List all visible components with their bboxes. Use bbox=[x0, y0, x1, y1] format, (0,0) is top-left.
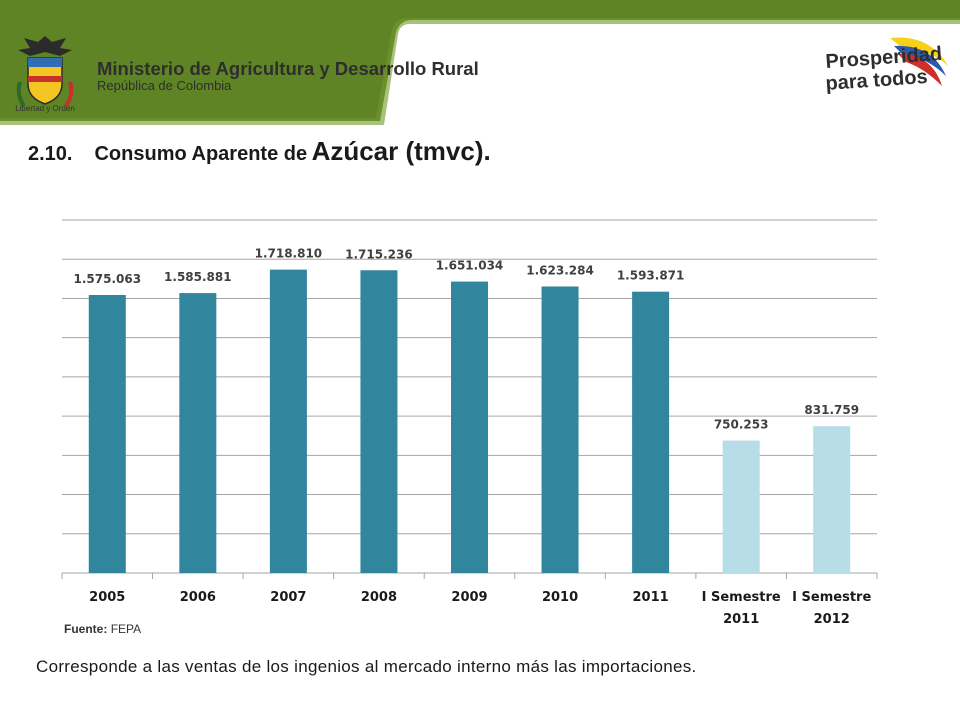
x-tick-label: 2007 bbox=[270, 590, 306, 605]
footnote: Corresponde a las ventas de los ingenios… bbox=[36, 657, 697, 676]
x-tick-label: I Semestre bbox=[702, 590, 781, 605]
data-label: 1.575.063 bbox=[73, 272, 141, 286]
bar-i-semestre-2012 bbox=[813, 426, 851, 573]
title-lead: Consumo Aparente de bbox=[94, 143, 308, 165]
bar-2009 bbox=[451, 281, 488, 573]
data-label: 1.623.284 bbox=[526, 263, 594, 277]
ministry-subtitle: República de Colombia bbox=[97, 78, 232, 93]
ministry-title: Ministerio de Agricultura y Desarrollo R… bbox=[97, 58, 479, 79]
x-tick-label: I Semestre bbox=[792, 590, 871, 605]
title-emphasis: Azúcar (tmvc). bbox=[311, 136, 491, 166]
data-label: 831.759 bbox=[804, 403, 859, 417]
data-label: 750.253 bbox=[714, 418, 769, 432]
x-tick-label: 2008 bbox=[361, 590, 397, 605]
x-tick-label: 2009 bbox=[451, 590, 487, 605]
source-label: Fuente: bbox=[64, 622, 108, 636]
x-tick-label: 2011 bbox=[723, 612, 759, 627]
data-label: 1.585.881 bbox=[164, 270, 232, 284]
data-label: 1.651.034 bbox=[436, 259, 504, 273]
x-tick-label: 2006 bbox=[180, 590, 216, 605]
header-banner bbox=[0, 0, 960, 125]
source-value: FEPA bbox=[110, 622, 142, 636]
motto-text: Libertad y Orden bbox=[15, 104, 75, 113]
x-tick-label: 2011 bbox=[633, 590, 669, 605]
coat-of-arms-icon bbox=[16, 36, 74, 108]
data-label: 1.718.810 bbox=[255, 247, 323, 261]
bar-2007 bbox=[269, 269, 307, 573]
page-title: 2.10. Consumo Aparente de Azúcar (tmvc). bbox=[28, 136, 491, 167]
x-tick-label: 2010 bbox=[542, 590, 578, 605]
data-label: 1.593.871 bbox=[617, 269, 685, 283]
title-number: 2.10. bbox=[28, 143, 73, 165]
x-tick-label: 2005 bbox=[89, 590, 125, 605]
bar-2010 bbox=[541, 286, 579, 573]
bar-2006 bbox=[179, 293, 217, 573]
bar-2008 bbox=[360, 270, 398, 573]
bar-2011 bbox=[632, 291, 670, 573]
prosperidad-logo: Prosperidad para todos bbox=[825, 37, 948, 95]
bar-2005 bbox=[88, 295, 126, 573]
bar-i-semestre-2011 bbox=[722, 440, 760, 573]
data-label: 1.715.236 bbox=[345, 247, 413, 261]
source-note: Fuente: FEPA bbox=[64, 622, 141, 636]
x-tick-label: 2012 bbox=[814, 612, 850, 627]
